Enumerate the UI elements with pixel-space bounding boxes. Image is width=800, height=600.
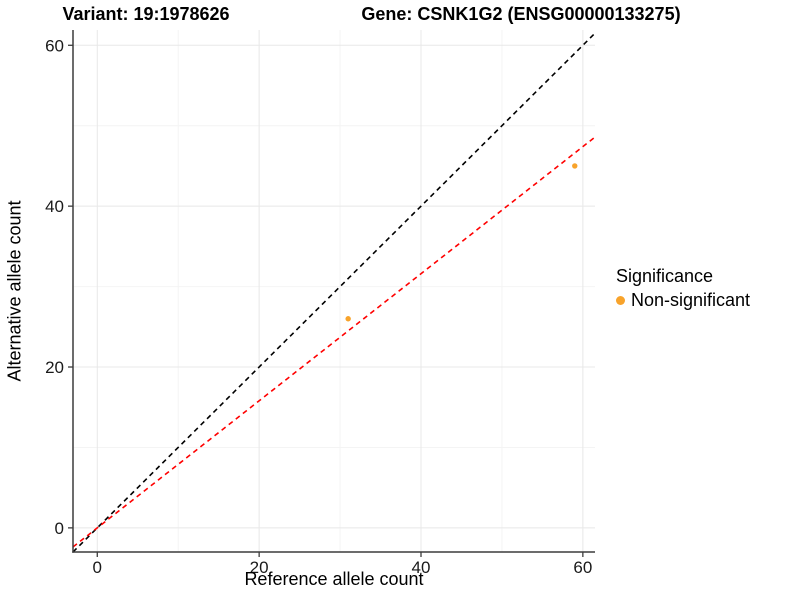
y-tick-label: 40 (45, 197, 64, 216)
data-point (572, 163, 578, 169)
data-point (345, 316, 351, 322)
x-tick-label: 20 (250, 558, 269, 577)
x-axis-label: Reference allele count (244, 569, 424, 589)
identity-line (73, 32, 595, 552)
legend: Significance Non-significant (616, 266, 750, 311)
regression-line (73, 136, 595, 548)
y-axis-label: Alternative allele count (4, 200, 25, 382)
y-tick-label: 20 (45, 358, 64, 377)
legend-item-label: Non-significant (631, 290, 751, 310)
legend-item-non-significant: Non-significant (616, 290, 750, 311)
legend-marker-dot (616, 296, 625, 305)
x-tick-label: 40 (412, 558, 431, 577)
x-tick-label: 60 (573, 558, 592, 577)
y-tick-label: 60 (45, 36, 64, 55)
x-tick-label: 0 (93, 558, 102, 577)
gene-title: Gene: CSNK1G2 (ENSG00000133275) (361, 4, 681, 24)
y-tick-label: 0 (55, 519, 64, 538)
legend-title: Significance (616, 266, 714, 286)
variant-title: Variant: 19:1978626 (62, 4, 230, 24)
